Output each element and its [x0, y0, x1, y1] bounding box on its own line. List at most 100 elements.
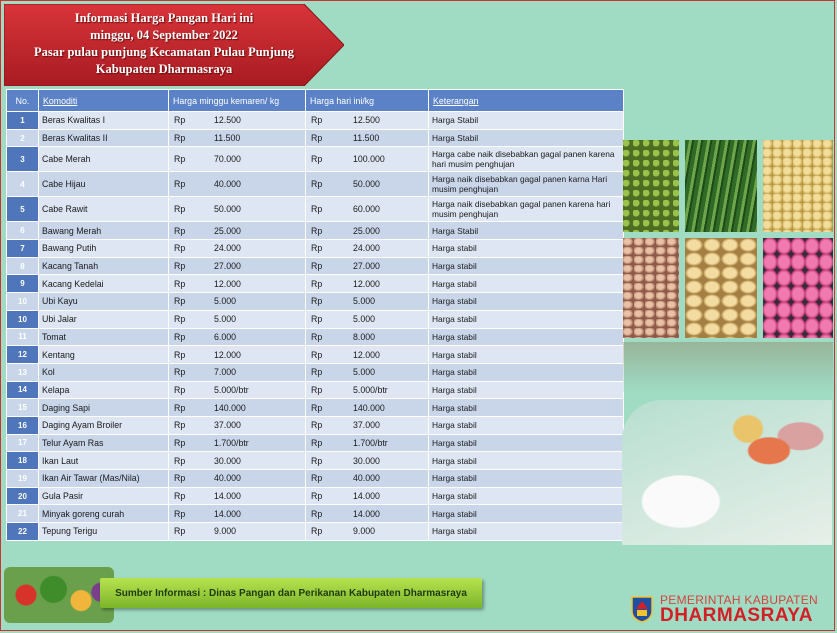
- prev-price: 7.000: [214, 367, 237, 378]
- currency-label: Rp: [311, 243, 323, 254]
- prev-price-cell: Rp 40.000: [168, 171, 306, 198]
- row-number: 15: [6, 398, 39, 417]
- today-price-cell: Rp 1.700/btr: [305, 433, 429, 453]
- commodity-name: Beras Kwalitas I: [38, 111, 169, 130]
- prev-price: 37.000: [214, 420, 241, 431]
- currency-label: Rp: [174, 243, 186, 254]
- photo-reflection: [623, 342, 833, 392]
- currency-label: Rp: [174, 491, 186, 502]
- prev-price: 5.000/btr: [214, 384, 249, 395]
- table-row: 12 Kentang Rp 12.000 Rp 12.000 Harga stabil: [6, 345, 624, 364]
- table-row: 10 Ubi Kayu Rp 5.000 Rp 5.000 Harga stabil: [6, 292, 624, 311]
- prev-price-cell: Rp 12.000: [168, 345, 306, 364]
- price-note: Harga stabil: [428, 274, 624, 294]
- currency-label: Rp: [174, 526, 186, 537]
- row-number: 7: [6, 239, 39, 258]
- today-price-cell: Rp 12.000: [305, 274, 429, 294]
- row-number: 6: [6, 221, 39, 241]
- currency-label: Rp: [174, 473, 186, 484]
- today-price-cell: Rp 25.000: [305, 221, 429, 241]
- price-note: Harga stabil: [428, 256, 624, 276]
- today-price-cell: Rp 12.500: [305, 111, 429, 130]
- row-number: 2: [6, 128, 39, 148]
- currency-label: Rp: [174, 115, 186, 126]
- price-note: Harga Stabil: [428, 221, 624, 241]
- currency-label: Rp: [174, 455, 186, 466]
- prev-price: 40.000: [214, 473, 241, 484]
- peanuts-photo: [623, 238, 679, 338]
- row-number: 12: [6, 345, 39, 364]
- row-number: 20: [6, 486, 39, 506]
- commodity-name: Kacang Kedelai: [38, 274, 169, 294]
- today-price: 140.000: [353, 402, 385, 413]
- today-price: 50.000: [353, 179, 380, 190]
- commodity-name: Kol: [38, 362, 169, 382]
- today-price-cell: Rp 8.000: [305, 327, 429, 347]
- currency-label: Rp: [311, 455, 323, 466]
- prev-price: 27.000: [214, 261, 241, 272]
- currency-label: Rp: [311, 508, 323, 519]
- today-price-cell: Rp 14.000: [305, 504, 429, 524]
- table-row: 21 Minyak goreng curah Rp 14.000 Rp 14.000 Har…: [6, 504, 624, 524]
- prev-price: 11.500: [214, 133, 241, 144]
- header-komoditi: Komoditi: [38, 89, 169, 112]
- prev-price-cell: Rp 14.000: [168, 504, 306, 524]
- table-row: 5 Cabe Rawit Rp 50.000 Rp 60.000 Harga naik di…: [6, 196, 624, 223]
- commodity-name: Ubi Jalar: [38, 309, 169, 329]
- prev-price-cell: Rp 37.000: [168, 415, 306, 435]
- currency-label: Rp: [311, 491, 323, 502]
- today-price: 14.000: [353, 491, 380, 502]
- today-price: 40.000: [353, 473, 380, 484]
- table-row: 2 Beras Kwalitas II Rp 11.500 Rp 11.500 Harga …: [6, 128, 624, 148]
- today-price-cell: Rp 5.000/btr: [305, 380, 429, 400]
- prev-price-cell: Rp 1.700/btr: [168, 433, 306, 453]
- price-note: Harga naik disebabkan gagal panen karena…: [428, 196, 624, 223]
- table-row: 22 Tepung Terigu Rp 9.000 Rp 9.000 Harga stabi…: [6, 522, 624, 541]
- footer-logo: PEMERINTAH KABUPATEN DHARMASRAYA: [630, 593, 830, 627]
- table-header-row: No. Komoditi Harga minggu kemaren/ kg Ha…: [6, 89, 624, 112]
- today-price: 37.000: [353, 420, 380, 431]
- price-note: Harga stabil: [428, 415, 624, 435]
- banner-line-4: Kabupaten Dharmasraya: [95, 62, 233, 76]
- prev-price-cell: Rp 27.000: [168, 256, 306, 276]
- currency-label: Rp: [311, 278, 323, 289]
- price-note: Harga stabil: [428, 451, 624, 470]
- today-price: 9.000: [353, 526, 376, 537]
- currency-label: Rp: [311, 473, 323, 484]
- prev-price-cell: Rp 9.000: [168, 522, 306, 541]
- currency-label: Rp: [174, 261, 186, 272]
- prev-price: 50.000: [214, 204, 241, 215]
- commodity-name: Cabe Rawit: [38, 196, 169, 223]
- table-row: 17 Telur Ayam Ras Rp 1.700/btr Rp 1.700/btr Ha…: [6, 433, 624, 453]
- prev-price: 12.500: [214, 115, 241, 126]
- today-price-cell: Rp 40.000: [305, 469, 429, 488]
- table-row: 9 Kacang Kedelai Rp 12.000 Rp 12.000 Harga sta…: [6, 274, 624, 294]
- today-price-cell: Rp 5.000: [305, 292, 429, 311]
- header-prev-price: Harga minggu kemaren/ kg: [168, 89, 306, 112]
- table-row: 11 Tomat Rp 6.000 Rp 8.000 Harga stabil: [6, 327, 624, 347]
- row-number: 22: [6, 522, 39, 541]
- long-beans-photo: [685, 140, 757, 232]
- today-price-cell: Rp 50.000: [305, 171, 429, 198]
- price-note: Harga stabil: [428, 362, 624, 382]
- today-price: 1.700/btr: [353, 437, 388, 448]
- row-number: 11: [6, 327, 39, 347]
- row-number: 18: [6, 451, 39, 470]
- commodity-name: Beras Kwalitas II: [38, 128, 169, 148]
- currency-label: Rp: [311, 115, 323, 126]
- prev-price: 25.000: [214, 225, 241, 236]
- table-row: 6 Bawang Merah Rp 25.000 Rp 25.000 Harga Stabi…: [6, 221, 624, 241]
- commodity-name: Cabe Hijau: [38, 171, 169, 198]
- today-price: 24.000: [353, 243, 380, 254]
- today-price: 12.500: [353, 115, 380, 126]
- row-number: 19: [6, 469, 39, 488]
- commodity-name: Ikan Laut: [38, 451, 169, 470]
- today-price-cell: Rp 12.000: [305, 345, 429, 364]
- currency-label: Rp: [174, 367, 186, 378]
- currency-label: Rp: [174, 154, 186, 165]
- pink-snacks-photo: [763, 238, 833, 338]
- price-note: Harga stabil: [428, 309, 624, 329]
- currency-label: Rp: [311, 437, 323, 448]
- currency-label: Rp: [311, 420, 323, 431]
- prev-price: 9.000: [214, 526, 237, 537]
